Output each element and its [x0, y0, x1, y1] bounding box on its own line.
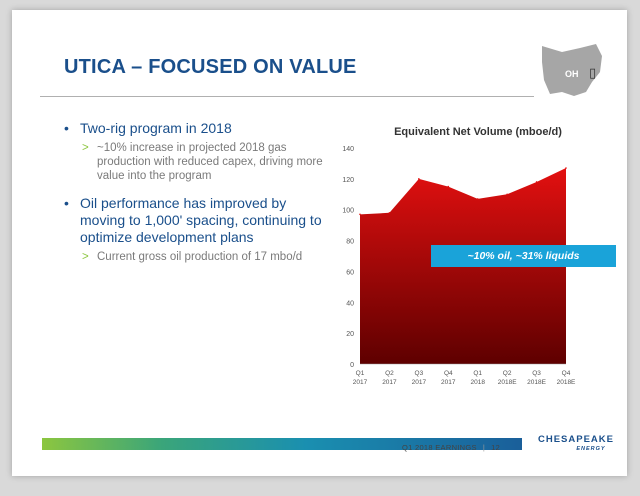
- sub-bullet-text: Current gross oil production of 17 mbo/d: [97, 251, 303, 263]
- company-logo: CHESAPEAKE ENERGY: [538, 434, 614, 452]
- title-divider: [40, 96, 534, 97]
- y-tick-label: 80: [346, 239, 354, 246]
- x-tick-label: Q3: [532, 370, 541, 377]
- x-tick-label: Q2: [385, 370, 394, 377]
- footer-title: Q1 2018 EARNINGS: [402, 443, 477, 452]
- y-tick-label: 100: [342, 208, 354, 215]
- x-tick-label: 2017: [382, 379, 397, 386]
- page-number: 12: [491, 443, 501, 452]
- x-tick-label: Q1: [473, 370, 482, 377]
- data-point: [418, 178, 420, 180]
- x-tick-label: 2017: [412, 379, 427, 386]
- data-point: [447, 185, 450, 188]
- x-tick-label: 2018E: [557, 379, 576, 386]
- y-tick-label: 0: [350, 362, 354, 369]
- area-chart: 0 20 40 60 80 100 120 140 Q1 2017 Q2 2017 Q3 2017 Q4 20…: [342, 146, 576, 386]
- x-tick-label: Q4: [562, 370, 571, 377]
- data-point: [476, 198, 479, 200]
- x-tick-label: 2018E: [498, 379, 517, 386]
- sub-bullet-text: ~10% increase in projected 2018 gas prod…: [97, 142, 323, 182]
- bullet-item: • Two-rig program in 2018: [64, 120, 334, 137]
- data-point: [565, 167, 567, 169]
- bullet-dot-icon: •: [64, 120, 69, 136]
- bullet-dot-icon: •: [64, 195, 69, 211]
- data-point: [506, 193, 508, 196]
- bullet-item: • Oil performance has improved by moving…: [64, 195, 334, 246]
- x-tick-label: Q4: [444, 370, 453, 377]
- bullet-text: Two-rig program in 2018: [80, 120, 232, 136]
- logo-subtitle: ENERGY: [576, 446, 606, 452]
- sub-bullet-item: > ~10% increase in projected 2018 gas pr…: [64, 141, 334, 183]
- chart-callout: ~10% oil, ~31% liquids: [431, 245, 616, 267]
- footer-gradient-bar: [42, 438, 522, 450]
- y-tick-label: 120: [342, 177, 354, 184]
- x-tick-label: Q2: [503, 370, 512, 377]
- y-tick-label: 140: [342, 146, 354, 153]
- y-tick-label: 40: [346, 300, 354, 307]
- x-tick-label: Q3: [415, 370, 424, 377]
- chevron-right-icon: >: [82, 142, 89, 154]
- y-tick-label: 60: [346, 269, 354, 276]
- logo-wordmark: CHESAPEAKE: [538, 434, 614, 445]
- x-tick-label: 2018: [470, 379, 485, 386]
- data-point: [535, 181, 538, 183]
- data-point: [388, 212, 391, 214]
- sub-bullet-item: > Current gross oil production of 17 mbo…: [64, 250, 334, 264]
- y-tick-label: 20: [346, 331, 354, 338]
- chevron-right-icon: >: [82, 251, 89, 263]
- footer-separator: |: [482, 443, 486, 452]
- footer-label: Q1 2018 EARNINGS | 12: [402, 443, 500, 452]
- bullet-list: • Two-rig program in 2018 > ~10% increas…: [64, 120, 334, 264]
- x-tick-label: 2017: [353, 379, 368, 386]
- state-marker-icon: ▯: [589, 65, 597, 80]
- ohio-map-icon: [542, 44, 602, 96]
- x-tick-label: 2018E: [527, 379, 546, 386]
- x-tick-label: 2017: [441, 379, 456, 386]
- x-tick-label: Q1: [356, 370, 365, 377]
- bullet-text: Oil performance has improved by moving t…: [80, 195, 322, 245]
- chart-title: Equivalent Net Volume (mboe/d): [394, 126, 562, 138]
- slide-title: UTICA – FOCUSED ON VALUE: [64, 56, 357, 78]
- data-point: [359, 213, 361, 216]
- slide: UTICA – FOCUSED ON VALUE OH ▯ • Two-rig …: [12, 10, 627, 476]
- state-label: OH: [565, 69, 579, 79]
